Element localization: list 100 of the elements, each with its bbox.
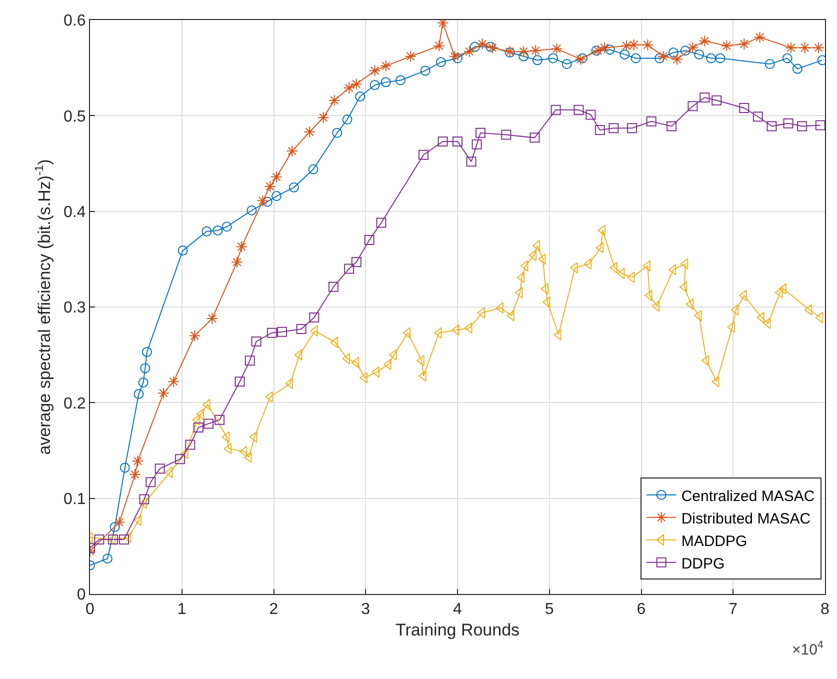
- point: [251, 336, 262, 346]
- point: [706, 53, 716, 64]
- point: [138, 378, 148, 388]
- point: [530, 44, 542, 57]
- point: [139, 494, 150, 504]
- point: [630, 53, 641, 64]
- point: [132, 455, 144, 467]
- point: [815, 120, 825, 130]
- point: [110, 522, 120, 532]
- point: [550, 104, 561, 115]
- point: [592, 44, 604, 57]
- point: [550, 42, 563, 55]
- point: [168, 376, 180, 388]
- point: [193, 422, 204, 433]
- point: [752, 112, 763, 122]
- point: [712, 95, 722, 106]
- point: [380, 60, 392, 72]
- point: [246, 205, 257, 216]
- point: [738, 38, 750, 50]
- point: [486, 42, 496, 52]
- point: [764, 59, 775, 70]
- point: [591, 46, 602, 56]
- x-tick-label: 2: [269, 601, 278, 618]
- point: [120, 462, 130, 473]
- point: [286, 145, 298, 157]
- point: [309, 312, 320, 323]
- point: [266, 328, 277, 338]
- point: [720, 40, 733, 52]
- point: [188, 330, 201, 342]
- x-tick-label: 3: [361, 601, 370, 618]
- point: [102, 554, 112, 564]
- point: [328, 282, 338, 292]
- point: [475, 128, 486, 138]
- y-tick-label: 0: [76, 586, 86, 604]
- point: [175, 454, 186, 464]
- y-tick-label: 0.3: [64, 300, 86, 317]
- point: [620, 40, 632, 52]
- point: [666, 121, 677, 132]
- point: [472, 139, 482, 150]
- point: [332, 128, 342, 138]
- point: [782, 53, 792, 64]
- point: [698, 35, 711, 47]
- point: [214, 414, 225, 425]
- point: [605, 44, 616, 55]
- point: [288, 182, 299, 192]
- point: [530, 132, 540, 143]
- point: [178, 246, 188, 256]
- point: [594, 125, 605, 136]
- point: [548, 53, 558, 64]
- point: [642, 38, 654, 51]
- point: [264, 180, 276, 192]
- point: [351, 257, 362, 268]
- point: [368, 64, 381, 77]
- point: [202, 226, 212, 236]
- point: [420, 66, 430, 76]
- x-tick-label: 7: [728, 601, 738, 618]
- point: [577, 53, 588, 64]
- y-tick-label: 0.6: [64, 12, 86, 30]
- point: [754, 31, 766, 44]
- point: [114, 516, 126, 528]
- point: [212, 225, 223, 236]
- point: [118, 534, 129, 544]
- point: [146, 477, 156, 488]
- point: [206, 312, 218, 324]
- point: [418, 150, 429, 160]
- point: [627, 123, 638, 134]
- point: [671, 53, 683, 66]
- point: [620, 49, 630, 60]
- y-tick-label: 0.4: [64, 204, 86, 221]
- point: [376, 218, 386, 228]
- point: [688, 101, 698, 112]
- point: [344, 264, 354, 274]
- text: ×10$^{4}$: [792, 639, 824, 658]
- point: [342, 114, 352, 124]
- point: [470, 42, 480, 52]
- point: [562, 59, 572, 70]
- point: [355, 92, 366, 102]
- point: [296, 324, 306, 334]
- point: [380, 77, 391, 88]
- point: [94, 534, 104, 544]
- legend-label: DDPG: [681, 555, 725, 572]
- point: [158, 387, 170, 399]
- y-tick-label: 0.1: [64, 490, 86, 508]
- x-tick-label: 8: [820, 601, 830, 618]
- point: [654, 53, 665, 64]
- point: [304, 126, 316, 138]
- point: [686, 42, 699, 54]
- point: [464, 46, 476, 58]
- x-tick-label: 4: [453, 601, 462, 618]
- point: [134, 389, 144, 400]
- y-tick-label: 0.5: [64, 108, 86, 126]
- point: [628, 38, 640, 51]
- point: [317, 112, 330, 124]
- point: [272, 191, 282, 202]
- x-tick-label: 1: [177, 601, 186, 618]
- point: [262, 196, 272, 207]
- point: [204, 418, 214, 429]
- legend-label: MADDPG: [681, 532, 748, 550]
- point: [433, 40, 446, 52]
- point: [154, 464, 165, 474]
